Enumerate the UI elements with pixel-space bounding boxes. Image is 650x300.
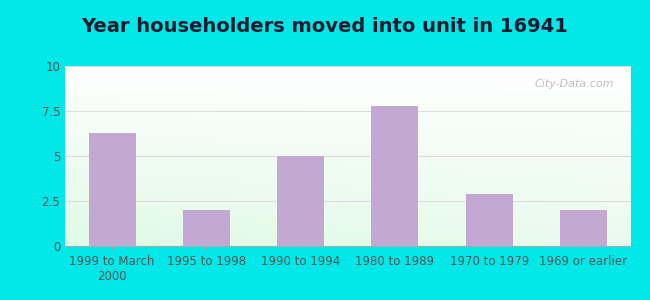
Text: Year householders moved into unit in 16941: Year householders moved into unit in 169…	[81, 17, 569, 37]
Bar	[88, 133, 136, 246]
Bar	[277, 156, 324, 246]
Text: City-Data.com: City-Data.com	[534, 79, 614, 88]
Bar	[465, 194, 513, 246]
Bar	[371, 106, 419, 246]
Bar	[560, 210, 607, 246]
Bar	[183, 210, 230, 246]
